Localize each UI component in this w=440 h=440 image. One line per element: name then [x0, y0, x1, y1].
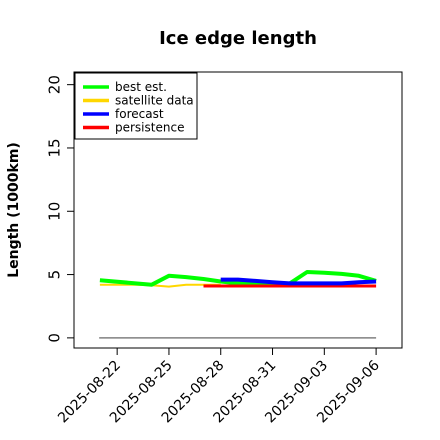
legend-label: persistence [115, 121, 184, 135]
legend-label: forecast [115, 107, 164, 121]
legend: best est.satellite dataforecastpersisten… [74, 72, 198, 140]
series-line-satellite-data [99, 283, 221, 288]
legend-label: satellite data [115, 94, 194, 108]
y-axis-label: Length (1000km) [6, 142, 22, 278]
chart-title: Ice edge length [159, 28, 317, 49]
y-tick-label: 5 [45, 270, 63, 280]
y-tick-label: 10 [45, 202, 63, 221]
legend-label: best est. [115, 80, 167, 94]
plot-frame [73, 71, 403, 349]
y-tick-label: 15 [45, 138, 63, 157]
series-line-forecast [220, 277, 377, 286]
y-tick-label: 20 [45, 75, 63, 94]
y-tick-label: 0 [45, 333, 63, 343]
series-line-best-est- [99, 270, 377, 287]
